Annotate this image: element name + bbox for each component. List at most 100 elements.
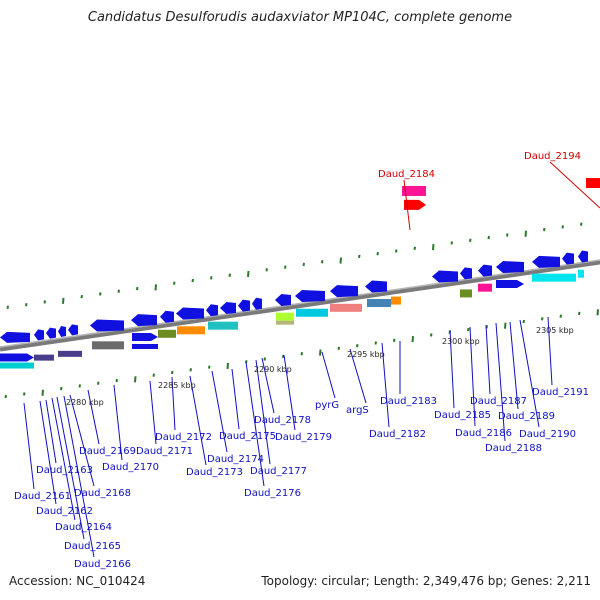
gene-feature bbox=[0, 353, 34, 362]
gene-feature bbox=[208, 321, 238, 330]
leader-line bbox=[261, 357, 275, 414]
gene-label: Daud_2189 bbox=[498, 411, 555, 422]
scale-label: 2290 kbp bbox=[254, 365, 292, 374]
inner-tick bbox=[356, 343, 359, 348]
leader-line bbox=[509, 321, 519, 410]
gene-feature bbox=[131, 314, 157, 327]
gene-label: Daud_2163 bbox=[36, 465, 93, 476]
leader-lines bbox=[23, 161, 600, 558]
inner-tick bbox=[78, 384, 81, 388]
scale-label: 2280 kbp bbox=[66, 398, 104, 407]
outer-tick bbox=[43, 300, 46, 304]
leader-line bbox=[231, 368, 240, 430]
gene-label: Daud_2174 bbox=[207, 454, 264, 465]
highlight-gene-label: Daud_2184 bbox=[378, 169, 435, 180]
leader-line bbox=[23, 402, 35, 490]
inner-tick bbox=[374, 341, 377, 345]
outer-tick bbox=[99, 292, 102, 296]
highlight-leader-line bbox=[403, 179, 411, 231]
gene-feature bbox=[532, 273, 576, 282]
inner-tick bbox=[115, 378, 118, 383]
outer-tick bbox=[247, 270, 250, 278]
gene-feature bbox=[220, 301, 236, 314]
gene-label: pyrG bbox=[315, 400, 339, 411]
gene-feature bbox=[367, 299, 391, 308]
outer-tick bbox=[561, 225, 564, 229]
leader-line bbox=[113, 384, 123, 461]
leader-line bbox=[519, 319, 540, 428]
genome-backbone-highlight bbox=[0, 259, 600, 348]
gene-label: Daud_2164 bbox=[55, 522, 112, 533]
gene-feature bbox=[365, 280, 387, 293]
leader-line bbox=[245, 361, 265, 487]
gene-label: Daud_2179 bbox=[275, 432, 332, 443]
outer-tick bbox=[6, 305, 9, 310]
inner-tick bbox=[208, 365, 211, 369]
inner-tick bbox=[541, 317, 544, 321]
outer-tick bbox=[450, 241, 453, 245]
inner-tick bbox=[300, 352, 303, 356]
gene-feature bbox=[586, 178, 600, 189]
inner-tick bbox=[430, 333, 433, 337]
gene-feature bbox=[176, 307, 204, 320]
gene-feature bbox=[68, 324, 78, 336]
gene-feature bbox=[46, 327, 56, 339]
gene-label: Daud_2175 bbox=[219, 431, 276, 442]
inner-tick-track bbox=[4, 309, 599, 399]
gene-label: Daud_2182 bbox=[369, 429, 426, 440]
inner-tick bbox=[171, 370, 174, 375]
outer-tick bbox=[413, 246, 416, 250]
inner-tick bbox=[596, 309, 599, 316]
inner-tick bbox=[97, 381, 100, 385]
outer-tick bbox=[228, 273, 231, 277]
outer-tick bbox=[339, 257, 342, 264]
leader-line bbox=[69, 394, 95, 487]
gene-feature bbox=[330, 303, 362, 312]
outer-tick bbox=[524, 230, 527, 237]
outer-tick bbox=[210, 276, 213, 280]
outer-tick-track bbox=[6, 222, 583, 310]
gene-feature bbox=[252, 297, 262, 310]
inner-tick bbox=[522, 319, 525, 324]
outer-tick bbox=[469, 238, 472, 242]
leader-line bbox=[321, 351, 336, 399]
gene-feature bbox=[562, 252, 574, 265]
leader-line bbox=[349, 348, 367, 404]
gene-label: Daud_2176 bbox=[244, 488, 301, 499]
gene-label: Daud_2188 bbox=[485, 443, 542, 454]
scale-label: 2305 kbp bbox=[536, 326, 574, 335]
genome-summary: Topology: circular; Length: 2,349,476 bp… bbox=[261, 574, 591, 588]
outer-tick bbox=[302, 262, 305, 267]
gene-label: Daud_2186 bbox=[455, 428, 512, 439]
gene-feature bbox=[391, 296, 401, 305]
outer-tick bbox=[173, 281, 176, 285]
gene-feature bbox=[132, 343, 158, 349]
gene-feature bbox=[478, 283, 492, 292]
gene-feature bbox=[160, 310, 174, 323]
leader-line bbox=[547, 316, 553, 386]
outer-tick bbox=[506, 233, 509, 237]
outer-tick bbox=[395, 249, 398, 253]
gene-feature bbox=[58, 350, 82, 357]
scale-labels: 2280 kbp 2285 kbp 2290 kbp 2295 kbp 2300 kbp… bbox=[66, 326, 574, 407]
gene-label: Daud_2177 bbox=[250, 466, 307, 477]
leader-line bbox=[45, 399, 57, 464]
gene-feature bbox=[276, 312, 294, 321]
gene-feature bbox=[496, 261, 524, 274]
gene-feature bbox=[0, 362, 34, 369]
outer-tick bbox=[543, 227, 546, 232]
gene-label: Daud_2190 bbox=[519, 429, 576, 440]
outer-tick bbox=[25, 302, 28, 307]
gene-label: argS bbox=[346, 405, 369, 416]
outer-tick bbox=[321, 260, 324, 264]
outer-tick bbox=[580, 222, 583, 226]
outer-tick bbox=[80, 294, 83, 299]
leader-line bbox=[51, 397, 76, 521]
inner-tick bbox=[226, 362, 229, 370]
gene-feature bbox=[532, 255, 560, 268]
outer-tick bbox=[136, 286, 139, 291]
scale-label: 2300 kbp bbox=[442, 337, 480, 346]
gene-label: Daud_2161 bbox=[14, 491, 71, 502]
